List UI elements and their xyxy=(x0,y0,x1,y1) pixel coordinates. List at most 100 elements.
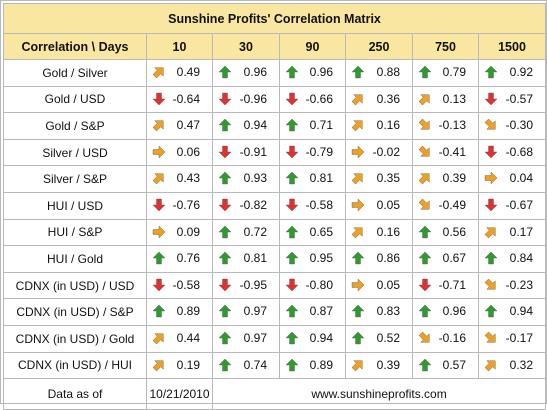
table-row: HUI / S&P 0.09 0.72 0.65 0.16 0.56 0.17 xyxy=(3,218,547,247)
correlation-value: -0.80 xyxy=(305,277,333,292)
correlation-cell: 0.32 xyxy=(477,351,547,380)
row-label: HUI / USD xyxy=(3,191,147,220)
arrow-up-right-icon xyxy=(351,358,365,372)
correlation-cell: 0.97 xyxy=(212,298,280,326)
arrow-right-icon xyxy=(351,145,365,159)
table-title: Sunshine Profits' Correlation Matrix xyxy=(2,3,547,34)
correlation-value: 0.86 xyxy=(376,251,400,266)
correlation-value: -0.23 xyxy=(505,277,534,292)
arrow-down-icon xyxy=(484,198,498,212)
correlation-value: 0.36 xyxy=(376,91,400,106)
correlation-cell: -0.23 xyxy=(477,271,547,300)
correlation-value: 0.09 xyxy=(176,224,200,239)
arrow-down-right-icon xyxy=(418,331,432,345)
table-row: CDNX (in USD) / USD -0.58 -0.95 -0.80 0.05 -0… xyxy=(3,271,547,300)
arrow-up-right-icon xyxy=(418,171,432,185)
arrow-down-icon xyxy=(152,278,166,292)
table-row: Gold / USD -0.64 -0.96 -0.66 0.36 0.13 -0.57 xyxy=(3,85,547,114)
correlation-cell: 0.81 xyxy=(212,245,280,273)
correlation-value: 0.44 xyxy=(176,330,200,345)
arrow-up-icon xyxy=(285,304,299,318)
arrow-down-right-icon xyxy=(484,278,498,292)
arrow-up-right-icon xyxy=(152,358,166,372)
correlation-value: -0.41 xyxy=(438,144,466,159)
correlation-cell: 0.94 xyxy=(477,298,547,326)
correlation-cell: 0.71 xyxy=(279,112,346,140)
arrow-up-right-icon xyxy=(152,65,166,79)
table-row: CDNX (in USD) / HUI 0.19 0.74 0.89 0.39 0.57 0… xyxy=(3,351,547,380)
data-as-of-label: Data as of xyxy=(3,378,147,410)
arrow-up-icon xyxy=(418,251,432,265)
arrow-up-icon xyxy=(285,358,299,372)
arrow-up-right-icon xyxy=(351,225,365,239)
arrow-up-icon xyxy=(351,331,365,345)
arrow-up-icon xyxy=(218,118,232,132)
days-header-10: 10 xyxy=(146,33,213,60)
row-label: CDNX (in USD) / HUI xyxy=(3,351,147,380)
correlation-cell: 0.13 xyxy=(412,85,479,114)
correlation-value: 0.92 xyxy=(509,65,534,79)
correlation-cell: -0.64 xyxy=(146,85,213,114)
arrow-down-right-icon xyxy=(484,118,498,132)
days-header-90: 90 xyxy=(279,33,346,60)
correlation-cell: 0.09 xyxy=(146,218,213,247)
correlation-cell: 0.72 xyxy=(212,218,280,247)
table-row: HUI / Gold 0.76 0.81 0.95 0.86 0.67 0.84 xyxy=(3,245,547,273)
correlation-value: -0.82 xyxy=(239,197,267,212)
data-date: 10/21/2010 xyxy=(146,378,213,410)
arrow-up-right-icon xyxy=(152,171,166,185)
row-label: HUI / S&P xyxy=(3,218,147,247)
correlation-cell: -0.17 xyxy=(477,324,547,353)
arrow-up-icon xyxy=(351,65,365,79)
correlation-cell: 0.96 xyxy=(412,298,479,326)
row-label: Silver / USD xyxy=(3,138,147,167)
correlation-value: 0.93 xyxy=(243,171,267,186)
correlation-value: -0.76 xyxy=(172,197,200,212)
correlation-value: 0.94 xyxy=(509,304,534,319)
row-label: CDNX (in USD) / Gold xyxy=(3,324,147,353)
footer-row: Data as of 10/21/2010 www.sunshineprofits.… xyxy=(3,378,547,410)
correlation-value: -0.64 xyxy=(172,91,200,106)
correlation-value: 0.81 xyxy=(309,171,333,186)
correlation-cell: -0.79 xyxy=(279,138,346,167)
row-label: HUI / Gold xyxy=(3,245,147,273)
correlation-cell: -0.68 xyxy=(477,138,547,167)
correlation-value: 0.06 xyxy=(176,144,200,159)
correlation-value: 0.88 xyxy=(376,65,400,79)
correlation-value: 0.43 xyxy=(176,171,200,186)
arrow-up-icon xyxy=(484,251,498,265)
correlation-cell: -0.67 xyxy=(477,191,547,220)
correlation-cell: -0.58 xyxy=(279,191,346,220)
arrow-down-right-icon xyxy=(484,331,498,345)
correlation-cell: 0.76 xyxy=(146,245,213,273)
correlation-cell: 0.83 xyxy=(345,298,413,326)
correlation-value: 0.05 xyxy=(376,197,400,212)
correlation-cell: 0.74 xyxy=(212,351,280,380)
correlation-value: 0.19 xyxy=(176,357,200,372)
arrow-up-icon xyxy=(218,358,232,372)
correlation-cell: 0.67 xyxy=(412,245,479,273)
arrow-up-icon xyxy=(418,304,432,318)
correlation-cell: 0.96 xyxy=(279,59,346,87)
correlation-value: 0.81 xyxy=(243,251,267,266)
correlation-cell: -0.71 xyxy=(412,271,479,300)
arrow-down-right-icon xyxy=(418,198,432,212)
table-row: CDNX (in USD) / S&P 0.89 0.97 0.87 0.83 0.96 0… xyxy=(3,298,547,326)
correlation-value: 0.72 xyxy=(243,224,267,239)
correlation-value: 0.67 xyxy=(442,251,466,266)
arrow-up-icon xyxy=(285,225,299,239)
correlation-value: 0.32 xyxy=(509,357,534,372)
arrow-up-icon xyxy=(218,304,232,318)
correlation-cell: 0.94 xyxy=(212,112,280,140)
table-row: Silver / S&P 0.43 0.93 0.81 0.35 0.39 0.04 xyxy=(3,165,547,193)
arrow-right-icon xyxy=(484,171,498,185)
correlation-value: -0.79 xyxy=(305,144,333,159)
website-link[interactable]: www.sunshineprofits.com xyxy=(211,378,547,410)
correlation-value: 0.76 xyxy=(176,251,200,266)
arrow-up-icon xyxy=(484,65,498,79)
correlation-value: 0.39 xyxy=(442,171,466,186)
correlation-value: 0.57 xyxy=(442,357,466,372)
arrow-up-icon xyxy=(218,251,232,265)
arrow-down-right-icon xyxy=(418,118,432,132)
correlation-value: 0.16 xyxy=(376,224,400,239)
